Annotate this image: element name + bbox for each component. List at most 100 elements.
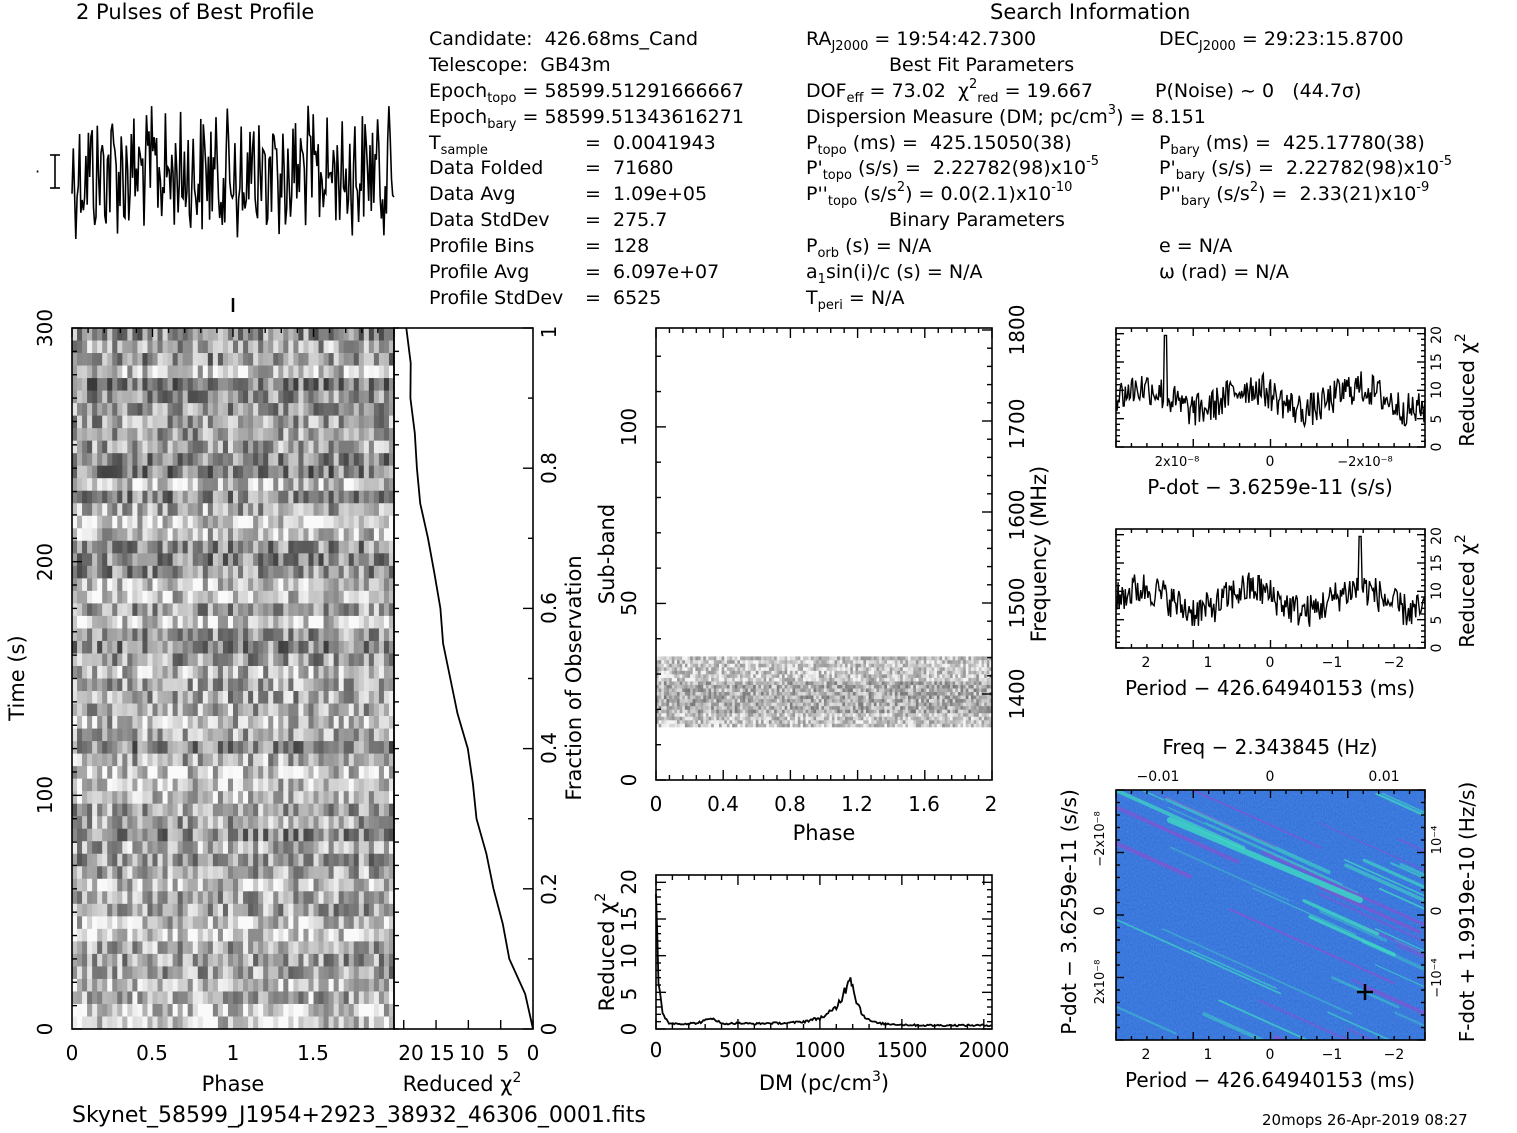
time-phase-cell bbox=[238, 778, 244, 792]
time-phase-cell bbox=[278, 741, 284, 755]
time-phase-cell bbox=[378, 415, 385, 429]
subband-cell bbox=[776, 719, 780, 724]
time-phase-cell bbox=[107, 415, 113, 429]
subband-cell bbox=[952, 719, 956, 724]
time-phase-cell bbox=[172, 465, 179, 479]
subband-cell bbox=[923, 705, 927, 710]
time-phase-cell bbox=[117, 540, 123, 554]
time-phase-cell bbox=[157, 615, 163, 629]
time-phase-cell bbox=[298, 540, 304, 554]
subband-cell bbox=[855, 719, 859, 724]
time-phase-cell bbox=[102, 866, 108, 880]
time-phase-cell bbox=[253, 428, 259, 442]
time-phase-cell bbox=[328, 365, 335, 379]
time-phase-cell bbox=[147, 966, 153, 980]
time-phase-cell bbox=[92, 440, 98, 454]
time-phase-cell bbox=[233, 590, 239, 604]
time-phase-cell bbox=[197, 578, 204, 592]
time-phase-cell bbox=[368, 966, 375, 980]
time-phase-cell bbox=[368, 640, 375, 654]
subband-cell bbox=[768, 702, 772, 707]
time-phase-cell bbox=[207, 603, 214, 617]
subband-cell bbox=[889, 702, 893, 707]
subband-cell bbox=[729, 712, 733, 717]
time-phase-cell bbox=[343, 528, 350, 542]
time-phase-cell bbox=[278, 415, 284, 429]
subband-cell bbox=[755, 691, 759, 696]
time-phase-cell bbox=[368, 465, 375, 479]
subband-cell bbox=[687, 719, 691, 724]
time-phase-cell bbox=[142, 478, 148, 492]
subband-cell bbox=[892, 698, 896, 703]
time-phase-cell bbox=[238, 991, 244, 1005]
subband-cell bbox=[779, 691, 783, 696]
time-phase-cell bbox=[318, 703, 324, 717]
time-phase-cell bbox=[82, 365, 88, 379]
subband-cell bbox=[845, 688, 848, 693]
subband-cell bbox=[690, 712, 694, 717]
subband-cell bbox=[936, 695, 940, 700]
subband-cell bbox=[768, 695, 772, 700]
subband-cell bbox=[682, 712, 686, 717]
time-phase-cell bbox=[348, 540, 355, 554]
time-phase-cell bbox=[338, 941, 345, 955]
time-phase-cell bbox=[202, 340, 209, 354]
subband-cell bbox=[876, 709, 880, 714]
time-phase-cell bbox=[328, 903, 335, 917]
time-phase-cell bbox=[217, 528, 224, 542]
time-phase-cell bbox=[182, 741, 189, 755]
time-phase-cell bbox=[258, 403, 264, 417]
time-phase-cell bbox=[363, 966, 370, 980]
time-phase-cell bbox=[147, 803, 153, 817]
time-phase-cell bbox=[278, 590, 284, 604]
time-phase-cell bbox=[318, 528, 324, 542]
time-phase-cell bbox=[243, 691, 249, 704]
time-phase-cell bbox=[248, 653, 254, 667]
subband-cell bbox=[750, 691, 754, 696]
time-phase-cell bbox=[253, 390, 259, 404]
time-phase-cell bbox=[243, 766, 249, 780]
time-phase-cell bbox=[378, 716, 385, 729]
time-phase-cell bbox=[117, 753, 123, 767]
time-phase-cell bbox=[328, 703, 335, 717]
time-phase-cell bbox=[363, 578, 370, 592]
time-phase-cell bbox=[333, 728, 340, 742]
time-phase-cell bbox=[283, 928, 289, 942]
subband-cell bbox=[666, 702, 670, 707]
subband-cell bbox=[761, 702, 764, 707]
time-phase-cell bbox=[378, 778, 385, 792]
time-phase-cell bbox=[378, 691, 385, 704]
time-phase-cell bbox=[288, 816, 294, 830]
time-phase-cell bbox=[167, 603, 174, 617]
subband-cell bbox=[682, 705, 686, 710]
subband-cell bbox=[666, 719, 670, 724]
time-phase-cell bbox=[157, 828, 163, 842]
subband-cell bbox=[758, 705, 762, 710]
time-phase-cell bbox=[338, 891, 345, 905]
time-phase-cell bbox=[137, 916, 143, 930]
time-phase-cell bbox=[147, 490, 153, 504]
subband-cell bbox=[910, 709, 914, 714]
time-phase-cell bbox=[157, 490, 163, 504]
subband-cell bbox=[876, 688, 880, 693]
time-phase-cell bbox=[72, 340, 78, 354]
time-phase-cell bbox=[152, 628, 158, 642]
time-phase-cell bbox=[142, 440, 148, 454]
time-phase-cell bbox=[303, 465, 309, 479]
subband-cell bbox=[690, 705, 694, 710]
time-phase-cell bbox=[343, 490, 350, 504]
time-phase-cell bbox=[308, 415, 314, 429]
subband-cell bbox=[719, 695, 722, 700]
subband-cell bbox=[829, 691, 833, 696]
subband-cell bbox=[847, 695, 851, 700]
time-phase-cell bbox=[273, 766, 279, 780]
time-phase-cell bbox=[283, 766, 289, 780]
subband-cell bbox=[821, 698, 825, 703]
time-phase-cell bbox=[243, 878, 249, 892]
time-phase-cell bbox=[338, 428, 345, 442]
subband-cell bbox=[690, 723, 694, 728]
subband-cell bbox=[682, 723, 686, 728]
time-phase-cell bbox=[77, 378, 83, 391]
time-phase-cell bbox=[388, 403, 395, 417]
subband-cell bbox=[818, 688, 822, 693]
